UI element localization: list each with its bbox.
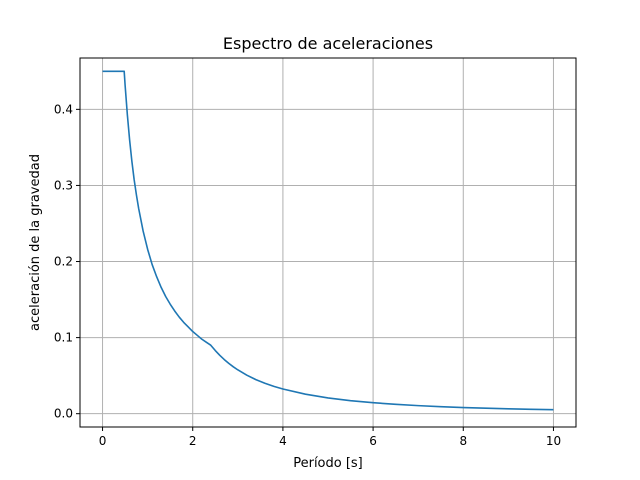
chart-title: Espectro de aceleraciones [223,34,433,53]
y-tick-label: 0.4 [54,102,73,116]
x-tick-label: 8 [459,434,467,448]
series-line [102,70,554,411]
grid-layer [80,58,576,427]
y-tick-label: 0.1 [54,331,73,345]
tick-layer: 0 2 4 6 8 10 0.0 0.1 0.2 0.3 0.4 [54,102,561,448]
x-tick-label: 10 [546,434,561,448]
x-tick-label: 4 [279,434,287,448]
y-tick-label: 0.3 [54,178,73,192]
plot-frame [79,57,577,428]
x-tick-label: 6 [369,434,377,448]
y-tick-label: 0.0 [54,407,73,421]
x-tick-label: 2 [189,434,197,448]
y-axis-label: aceleración de la gravedad [28,154,43,331]
y-tick-label: 0.2 [54,255,73,269]
x-tick-label: 0 [99,434,107,448]
series-layer [102,70,554,411]
x-axis-label: Período [s] [293,456,363,471]
